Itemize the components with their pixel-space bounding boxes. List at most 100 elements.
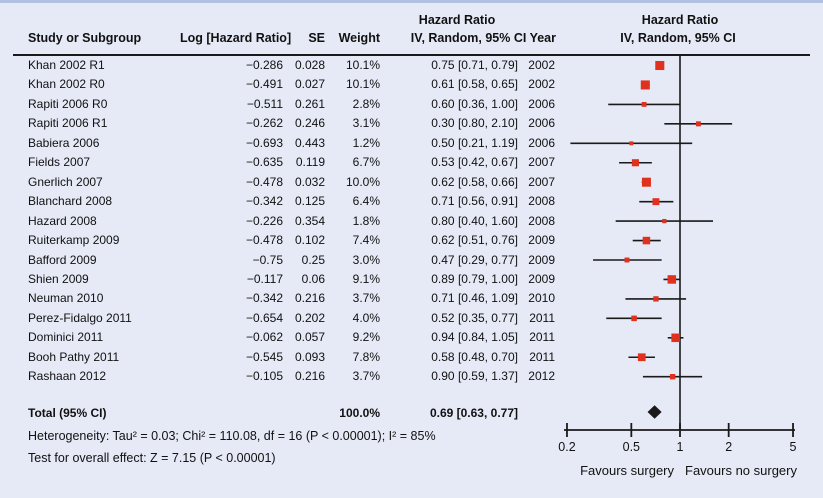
hazard-ratio-ci-value: 0.90 [0.59, 1.37] — [431, 369, 518, 384]
year-value: 2008 — [528, 194, 555, 209]
header-se: SE — [308, 31, 325, 45]
year-value: 2002 — [528, 77, 555, 92]
log-hazard-ratio-value: −0.511 — [246, 96, 283, 111]
se-value: 0.216 — [294, 369, 325, 384]
log-hazard-ratio-value: −0.75 — [252, 252, 283, 267]
year-value: 2009 — [528, 271, 555, 286]
hazard-ratio-ci-value: 0.52 [0.35, 0.77] — [431, 310, 518, 325]
study-name: Fields 2007 — [28, 155, 91, 170]
weight-value: 6.7% — [352, 155, 380, 170]
hazard-ratio-ci-value: 0.75 [0.71, 0.79] — [431, 58, 518, 72]
se-value: 0.028 — [294, 58, 325, 72]
x-axis-tick-label: 0.5 — [622, 440, 641, 454]
header-left-model-year: IV, Random, 95% CI Year — [410, 31, 556, 45]
hazard-ratio-ci-value: 0.71 [0.46, 1.09] — [431, 291, 518, 306]
log-hazard-ratio-value: −0.062 — [245, 330, 283, 345]
log-hazard-ratio-value: −0.105 — [245, 369, 283, 384]
log-hazard-ratio-value: −0.262 — [245, 116, 283, 131]
study-row: Shien 2009 −0.117 0.06 9.1% 0.89 [0.79, 1.00… — [0, 270, 823, 289]
header-rule — [13, 54, 810, 56]
study-row: Blanchard 2008 −0.342 0.125 6.4% 0.71 [0.56,… — [0, 192, 823, 211]
header-study-or-subgroup: Study or Subgroup — [28, 31, 142, 45]
log-hazard-ratio-value: −0.342 — [245, 194, 283, 209]
study-name: Ruiterkamp 2009 — [28, 233, 120, 248]
year-value: 2009 — [528, 252, 555, 267]
study-row: Khan 2002 R1 −0.286 0.028 10.1% 0.75 [0.71, … — [0, 56, 823, 75]
year-value: 2006 — [528, 135, 555, 150]
se-value: 0.119 — [295, 155, 325, 170]
se-value: 0.125 — [294, 194, 325, 209]
weight-value: 10.1% — [345, 58, 380, 72]
x-axis-tick-label: 0.2 — [558, 440, 576, 454]
weight-value: 9.2% — [352, 330, 380, 345]
se-value: 0.202 — [294, 310, 325, 325]
study-name: Khan 2002 R1 — [28, 58, 105, 72]
log-hazard-ratio-value: −0.545 — [245, 349, 283, 364]
study-row: Perez-Fidalgo 2011 −0.654 0.202 4.0% 0.52 [0… — [0, 309, 823, 328]
study-name: Dominici 2011 — [28, 330, 104, 345]
weight-value: 3.1% — [352, 116, 380, 131]
weight-value: 3.7% — [352, 369, 380, 384]
study-name: Neuman 2010 — [28, 291, 104, 306]
total-ci: 0.69 [0.63, 0.77] — [429, 406, 518, 420]
log-hazard-ratio-value: −0.635 — [245, 155, 283, 170]
study-name: Perez-Fidalgo 2011 — [28, 310, 132, 325]
study-row: Babiera 2006 −0.693 0.443 1.2% 0.50 [0.21, 1… — [0, 134, 823, 153]
weight-value: 1.8% — [352, 213, 380, 228]
favours-left-label: Favours surgery — [580, 463, 674, 478]
hazard-ratio-ci-value: 0.62 [0.51, 0.76] — [431, 233, 518, 248]
se-value: 0.027 — [294, 77, 325, 92]
total-row: Total (95% CI) 100.0% 0.69 [0.63, 0.77] — [0, 404, 823, 423]
heterogeneity-text: Heterogeneity: Tau² = 0.03; Chi² = 110.0… — [28, 429, 436, 443]
study-row: Ruiterkamp 2009 −0.478 0.102 7.4% 0.62 [0.51… — [0, 231, 823, 250]
header-left-hazard-ratio: Hazard Ratio — [418, 13, 496, 27]
study-name: Rapiti 2006 R0 — [28, 96, 108, 111]
log-hazard-ratio-value: −0.478 — [245, 233, 283, 248]
study-row: Rapiti 2006 R1 −0.262 0.246 3.1% 0.30 [0.80,… — [0, 114, 823, 133]
study-name: Khan 2002 R0 — [28, 77, 105, 92]
hazard-ratio-ci-value: 0.80 [0.40, 1.60] — [431, 213, 518, 228]
weight-value: 1.2% — [352, 135, 380, 150]
study-name: Rashaan 2012 — [28, 369, 107, 384]
study-name: Shien 2009 — [28, 271, 89, 286]
hazard-ratio-ci-value: 0.47 [0.29, 0.77] — [431, 252, 518, 267]
hazard-ratio-ci-value: 0.62 [0.58, 0.66] — [431, 174, 518, 189]
se-value: 0.261 — [294, 96, 325, 111]
se-value: 0.032 — [294, 174, 325, 189]
se-value: 0.354 — [294, 213, 325, 228]
study-name: Bafford 2009 — [28, 252, 97, 267]
se-value: 0.057 — [294, 330, 325, 345]
log-hazard-ratio-value: −0.226 — [245, 213, 283, 228]
favours-right-label: Favours no surgery — [685, 463, 797, 478]
hazard-ratio-ci-value: 0.94 [0.84, 1.05] — [431, 330, 518, 345]
study-row: Rapiti 2006 R0 −0.511 0.261 2.8% 0.60 [0.36,… — [0, 95, 823, 114]
total-weight: 100.0% — [339, 406, 380, 420]
log-hazard-ratio-value: −0.654 — [245, 310, 283, 325]
year-value: 2008 — [528, 213, 555, 228]
year-value: 2011 — [529, 349, 555, 364]
study-name: Babiera 2006 — [28, 135, 100, 150]
header-right-model: IV, Random, 95% CI — [620, 31, 736, 45]
study-name: Hazard 2008 — [28, 213, 97, 228]
hazard-ratio-ci-value: 0.71 [0.56, 0.91] — [431, 194, 518, 209]
overall-effect-text: Test for overall effect: Z = 7.15 (P < 0… — [28, 451, 276, 465]
weight-value: 9.1% — [352, 271, 380, 286]
study-name: Booh Pathy 2011 — [28, 349, 120, 364]
study-name: Rapiti 2006 R1 — [28, 116, 108, 131]
study-name: Gnerlich 2007 — [28, 174, 103, 189]
hazard-ratio-ci-value: 0.58 [0.48, 0.70] — [431, 349, 518, 364]
total-label: Total (95% CI) — [28, 406, 107, 420]
hazard-ratio-ci-value: 0.50 [0.21, 1.19] — [431, 135, 518, 150]
year-value: 2002 — [528, 58, 555, 72]
year-value: 2006 — [528, 116, 555, 131]
weight-value: 7.8% — [352, 349, 380, 364]
log-hazard-ratio-value: −0.693 — [245, 135, 283, 150]
top-border — [0, 0, 823, 3]
year-value: 2007 — [528, 155, 555, 170]
study-row: Rashaan 2012 −0.105 0.216 3.7% 0.90 [0.59, 1… — [0, 367, 823, 386]
year-value: 2012 — [528, 369, 555, 384]
weight-value: 3.0% — [352, 252, 380, 267]
study-row: Neuman 2010 −0.342 0.216 3.7% 0.71 [0.46, 1.… — [0, 289, 823, 308]
hazard-ratio-ci-value: 0.89 [0.79, 1.00] — [431, 271, 518, 286]
hazard-ratio-ci-value: 0.53 [0.42, 0.67] — [431, 155, 518, 170]
